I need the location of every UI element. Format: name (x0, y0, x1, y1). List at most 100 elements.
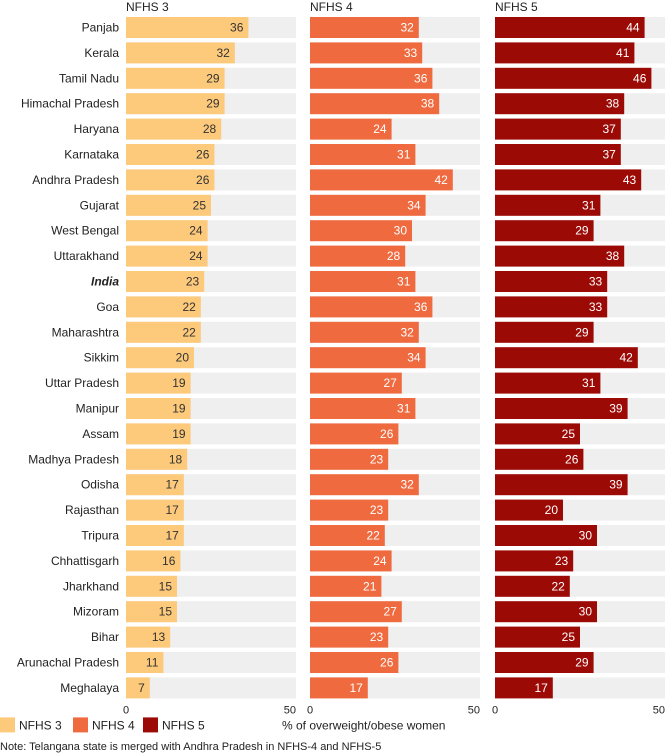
bar-nfhs-3-jharkhand (126, 575, 177, 597)
value-label: 29 (575, 325, 589, 339)
bar-nfhs-5-madhya-pradesh (495, 448, 584, 470)
value-label: 23 (370, 630, 384, 644)
bar-nfhs-4-manipur (310, 398, 416, 419)
value-label: 30 (394, 224, 408, 238)
bar-nfhs-4-sikkim (310, 347, 426, 369)
bar-nfhs-3-bihar (126, 626, 171, 648)
value-label: 32 (400, 325, 414, 339)
bar-nfhs-3-west-bengal (126, 220, 208, 242)
category-label-mizoram: Mizoram (73, 605, 119, 619)
legend-swatch-nfhs-3 (0, 717, 15, 733)
category-label-uttarakhand: Uttarakhand (54, 249, 119, 263)
category-label-odisha: Odisha (81, 478, 119, 492)
bar-nfhs-3-rajasthan (126, 499, 184, 521)
value-label: 42 (619, 351, 633, 365)
value-label: 17 (349, 681, 363, 695)
value-label: 23 (186, 275, 200, 289)
value-label: 26 (380, 427, 394, 441)
bar-nfhs-4-andhra-pradesh (310, 169, 453, 191)
category-label-manipur: Manipur (76, 402, 119, 416)
x-axis-label: % of overweight/obese women (282, 718, 445, 732)
x-tick-label: 0 (307, 704, 313, 716)
legend-swatch-nfhs-4 (73, 717, 88, 733)
x-tick-label: 0 (492, 704, 498, 716)
bar-nfhs-3-andhra-pradesh (126, 169, 215, 191)
bar-nfhs-5-karnataka (495, 144, 621, 165)
category-label-himachal-pradesh: Himachal Pradesh (21, 97, 119, 111)
bar-nfhs-4-panjab (310, 17, 419, 38)
bar-nfhs-3-haryana (126, 118, 222, 140)
value-label: 33 (589, 300, 603, 314)
value-label: 24 (373, 554, 387, 568)
value-label: 22 (551, 579, 565, 593)
bar-nfhs-4-bihar (310, 626, 389, 648)
value-label: 43 (623, 173, 637, 187)
value-label: 20 (545, 503, 559, 517)
category-label-chhattisgarh: Chhattisgarh (51, 554, 119, 568)
bar-nfhs-3-meghalaya (126, 677, 150, 699)
value-label: 34 (407, 198, 421, 212)
category-label-sikkim: Sikkim (84, 351, 119, 365)
bar-nfhs-4-uttar-pradesh (310, 372, 402, 394)
value-label: 25 (562, 427, 576, 441)
x-tick-label: 50 (284, 704, 296, 716)
value-label: 20 (176, 351, 190, 365)
panel-title-nfhs-5: NFHS 5 (495, 0, 538, 14)
bar-nfhs-3-maharashtra (126, 321, 201, 343)
value-label: 33 (589, 275, 603, 289)
value-label: 39 (609, 478, 623, 492)
bar-nfhs-5-tripura (495, 525, 597, 546)
category-label-jharkhand: Jharkhand (63, 579, 119, 593)
bar-nfhs-4-haryana (310, 118, 392, 140)
value-label: 11 (146, 656, 159, 670)
value-label: 41 (616, 46, 630, 60)
bar-nfhs-3-chhattisgarh (126, 550, 181, 572)
bar-nfhs-5-andhra-pradesh (495, 169, 642, 191)
category-label-goa: Goa (96, 300, 119, 314)
panel-title-nfhs-3: NFHS 3 (126, 0, 169, 14)
bar-nfhs-5-meghalaya (495, 677, 553, 699)
category-label-india: India (91, 275, 119, 289)
value-label: 24 (189, 249, 203, 263)
bar-nfhs-5-uttar-pradesh (495, 372, 601, 394)
bar-nfhs-5-rajasthan (495, 499, 563, 521)
value-label: 24 (189, 224, 203, 238)
bar-nfhs-3-arunachal-pradesh (126, 652, 164, 673)
bar-nfhs-3-manipur (126, 398, 191, 419)
value-label: 29 (206, 71, 220, 85)
value-label: 33 (404, 46, 418, 60)
bar-nfhs-4-odisha (310, 474, 419, 496)
value-label: 25 (562, 630, 576, 644)
value-label: 26 (565, 452, 579, 466)
bar-nfhs-3-sikkim (126, 347, 194, 369)
bar-nfhs-5-gujarat (495, 194, 601, 216)
value-label: 36 (414, 300, 428, 314)
value-label: 32 (400, 478, 414, 492)
bar-nfhs-4-uttarakhand (310, 245, 406, 267)
category-label-karnataka: Karnataka (64, 148, 119, 162)
bar-nfhs-4-karnataka (310, 144, 416, 165)
value-label: 29 (206, 97, 220, 111)
bar-nfhs-3-tripura (126, 525, 184, 546)
bar-nfhs-3-goa (126, 296, 201, 318)
bar-nfhs-3-tamil-nadu (126, 67, 225, 89)
value-label: 26 (196, 173, 210, 187)
category-label-west-bengal: West Bengal (51, 224, 119, 238)
bar-nfhs-4-chhattisgarh (310, 550, 392, 572)
bar-nfhs-5-assam (495, 423, 580, 445)
bar-nfhs-4-tamil-nadu (310, 67, 433, 89)
bar-nfhs-3-mizoram (126, 601, 177, 623)
bar-nfhs-4-goa (310, 296, 433, 318)
value-label: 31 (582, 376, 596, 390)
value-label: 42 (434, 173, 448, 187)
bar-nfhs-4-meghalaya (310, 677, 368, 699)
bar-nfhs-4-mizoram (310, 601, 402, 623)
value-label: 31 (397, 148, 411, 162)
bar-nfhs-5-tamil-nadu (495, 67, 652, 89)
x-tick-label: 50 (468, 704, 480, 716)
value-label: 27 (383, 376, 397, 390)
footnote: Note: Telangana state is merged with And… (0, 741, 381, 753)
bar-nfhs-4-kerala (310, 42, 423, 64)
bar-nfhs-5-kerala (495, 42, 635, 64)
